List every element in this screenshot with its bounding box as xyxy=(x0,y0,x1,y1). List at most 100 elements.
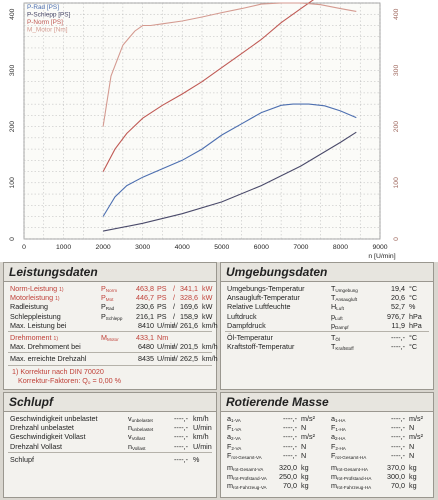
row-value-2: 328,6 xyxy=(180,293,198,303)
row-sep: / xyxy=(173,354,175,364)
row-unit-1: PS xyxy=(157,284,167,293)
row-label: Umgebungs-Temperatur xyxy=(227,284,305,293)
row-unit-va: N xyxy=(301,423,307,433)
row-value: ----,- xyxy=(174,423,188,433)
row-sep: / xyxy=(173,320,175,330)
row-symbol-ha: a1-HA xyxy=(331,414,346,423)
separator xyxy=(8,331,212,332)
row-symbol: TUmgebung xyxy=(331,284,358,293)
row-value-1: 8435 xyxy=(138,354,154,364)
row-unit-1: Nm xyxy=(157,333,169,342)
row-label: Geschwindigkeit unbelastet xyxy=(10,414,98,423)
row-label: Drehmoment 1) xyxy=(10,333,58,342)
row-symbol-ha: mrot-Gesamt-HA xyxy=(331,462,368,472)
separator xyxy=(8,451,212,453)
x-axis-unit: n [U/min] xyxy=(368,253,395,260)
row-value-ha: 370,0 xyxy=(387,462,405,472)
row-sep: / xyxy=(173,284,175,293)
row-unit-2: km/h xyxy=(202,354,218,364)
row-value-ha: 300,0 xyxy=(387,472,405,481)
row-sep: / xyxy=(173,302,175,312)
rotierende-masse-panel: Rotierende Masse a1-VA ----,- m/s² a1-HA ---… xyxy=(220,392,434,498)
row-label: Max. Leistung bei xyxy=(10,320,67,330)
row-unit-ha: N xyxy=(409,441,415,451)
row-value-1: 216,1 xyxy=(136,311,154,321)
row-unit-2: km/h xyxy=(202,342,218,352)
row-unit-va: kg xyxy=(301,472,309,481)
korrektur-faktoren: Korrektur-Faktoren: Qo = 0,00 % xyxy=(18,375,122,385)
y-left-tick-label: 400 xyxy=(9,8,16,20)
row-value-ha: ----,- xyxy=(391,432,405,442)
x-tick-label: 4000 xyxy=(175,244,190,251)
row-unit-1: U/min/ xyxy=(157,354,178,364)
y-left-tick-label: 200 xyxy=(9,121,16,133)
row-unit: hPa xyxy=(409,320,422,330)
row-label: Norm-Leistung 1) xyxy=(10,284,64,293)
row-value: ----,- xyxy=(391,342,405,352)
row-value: ----,- xyxy=(174,441,188,451)
row-label: Ansaugluft-Temperatur xyxy=(227,293,300,303)
row-unit-1: U/min/ xyxy=(157,342,178,352)
row-label: Schleppleistung xyxy=(10,311,61,321)
power-torque-chart: 0 1000 2000 3000 4000 5000 6000 7000 8000 9000010… xyxy=(0,0,438,262)
row-value: ----,- xyxy=(174,454,188,464)
x-tick-label: 9000 xyxy=(372,244,387,251)
row-unit-va: N xyxy=(301,450,307,460)
row-value-1: 6480 xyxy=(138,342,154,352)
row-value-ha: ----,- xyxy=(391,441,405,451)
row-symbol-va: Frot-Gesamt-VA xyxy=(227,450,262,460)
row-unit-2: km/h xyxy=(202,320,218,330)
row-label: Motorleistung 1) xyxy=(10,293,60,303)
row-value-ha: ----,- xyxy=(391,423,405,433)
y-left-tick-label: 300 xyxy=(9,65,16,77)
row-value-va: ----,- xyxy=(283,441,297,451)
series-line xyxy=(102,2,357,127)
row-value-2: 261,6 xyxy=(180,320,198,330)
row-symbol-ha: Frot-Gesamt-HA xyxy=(331,450,367,460)
row-label: Drehzahl unbelastet xyxy=(10,423,74,433)
row-symbol: HLuft xyxy=(331,302,344,312)
row-value-1: 446,7 xyxy=(136,293,154,303)
row-value-va: 250,0 xyxy=(279,472,297,481)
korrektur-note: 1) Korrektur nach DIN 70020 xyxy=(12,366,104,376)
row-label: Luftdruck xyxy=(227,311,257,321)
schlupf-panel: Schlupf Geschwindigkeit unbelastet vunbel… xyxy=(3,392,217,498)
row-unit-1: U/min/ xyxy=(157,320,178,330)
x-tick-label: 2000 xyxy=(96,244,111,251)
row-value-2: 262,5 xyxy=(180,354,198,364)
x-tick-label: 8000 xyxy=(333,244,348,251)
row-symbol: pLuft xyxy=(331,311,343,321)
row-sep: / xyxy=(173,342,175,352)
row-value-va: ----,- xyxy=(283,423,297,433)
row-unit-va: kg xyxy=(301,462,309,472)
row-value: ----,- xyxy=(391,333,405,342)
row-sep: / xyxy=(173,293,175,303)
row-unit-1: PS xyxy=(157,293,167,303)
row-unit: hPa xyxy=(409,311,422,321)
row-value: 11,9 xyxy=(391,320,405,330)
row-symbol: PNorm xyxy=(101,284,118,293)
row-value-va: ----,- xyxy=(283,414,297,423)
umgebungsdaten-title: Umgebungsdaten xyxy=(221,263,433,282)
rotierende-masse-title: Rotierende Masse xyxy=(221,393,433,412)
row-unit: °C xyxy=(409,333,418,342)
separator xyxy=(8,352,212,354)
row-unit-2: kW xyxy=(202,284,213,293)
leistungsdaten-title: Leistungsdaten xyxy=(4,263,216,282)
row-value-2: 201,5 xyxy=(180,342,198,352)
y-right-tick-label: 200 xyxy=(393,121,400,133)
separator xyxy=(8,364,212,366)
row-symbol: pDampf xyxy=(331,320,349,330)
row-unit-1: PS xyxy=(157,311,167,321)
row-unit-ha: kg xyxy=(409,472,417,481)
row-symbol-ha: F1-HA xyxy=(331,423,346,433)
x-tick-label: 0 xyxy=(22,244,26,251)
row-value-va: 320,0 xyxy=(279,462,297,472)
row-symbol: nVollast xyxy=(128,441,146,451)
schlupf-title: Schlupf xyxy=(4,393,216,412)
row-symbol-ha: mrot-Fahrzeug-HA xyxy=(331,481,372,491)
row-value-2: 169,6 xyxy=(180,302,198,312)
row-label: Öl-Temperatur xyxy=(227,333,273,342)
row-unit: km/h xyxy=(193,414,209,423)
row-value-va: ----,- xyxy=(283,450,297,460)
